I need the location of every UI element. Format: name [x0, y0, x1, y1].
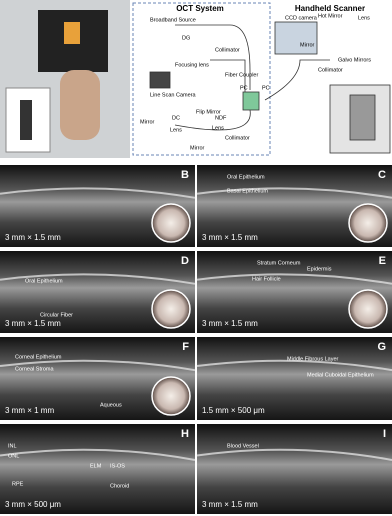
panel-letter: B [181, 169, 189, 181]
scale-label: 3 mm × 500 μm [5, 500, 61, 509]
oct-image [197, 337, 392, 420]
oct-label: Line Scan Camera [150, 92, 196, 98]
tissue-band [0, 448, 196, 461]
scanner-label: Collimator [318, 67, 343, 73]
annotation: Circular Fiber [40, 312, 73, 318]
oct-panel: C 3 mm × 1.5 mm Oral Epithelium Basal Epith… [196, 165, 392, 247]
tissue-band [196, 359, 392, 372]
annotation: Aqueous [100, 402, 122, 408]
tissue-band [0, 187, 196, 199]
scale-label: 3 mm × 1.5 mm [202, 319, 258, 328]
oct-panel: F 3 mm × 1 mm Corneal Epithelium Corneal St… [0, 337, 196, 420]
inset-photo [151, 289, 191, 329]
annotation: IS-OS [110, 463, 125, 469]
panel-letter: E [379, 255, 386, 267]
panel-letter: H [181, 428, 189, 440]
scale-label: 3 mm × 1.5 mm [202, 500, 258, 509]
tissue-band [0, 359, 196, 372]
inset-photo [348, 289, 388, 329]
oct-label: Flip Mirror [196, 109, 221, 115]
oct-image [197, 424, 392, 514]
oct-panel: I 3 mm × 1.5 mm Blood Vessel [196, 424, 392, 514]
oct-label: PC [240, 85, 248, 91]
panel-letter: G [377, 341, 386, 353]
scale-label: 1.5 mm × 500 μm [202, 406, 265, 415]
panel-letter: C [378, 169, 386, 181]
scanner-label: Hot Mirror [318, 13, 343, 19]
oct-label: Lens [212, 125, 224, 131]
annotation: Medial Cuboidal Epithelium [307, 372, 374, 378]
scanner-label: Galvo Mirrors [338, 57, 371, 63]
oct-panel: D 3 mm × 1.5 mm Oral Epithelium Circular Fi… [0, 251, 196, 333]
annotation: Basal Epithelium [227, 188, 268, 194]
oct-image [0, 424, 195, 514]
annotation: Choroid [110, 483, 129, 489]
oct-panel: H 3 mm × 500 μm INL ONL ELM IS-OS RPE Choroid [0, 424, 196, 514]
inset-photo [151, 376, 191, 416]
annotation: Oral Epithelium [25, 278, 63, 284]
scale-label: 3 mm × 1.5 mm [5, 233, 61, 242]
scanner-label: Lens [358, 15, 370, 21]
annotation: Blood Vessel [227, 443, 259, 449]
oct-label: DC [172, 115, 180, 121]
panel-letter: D [181, 255, 189, 267]
optics-lines [149, 21, 391, 154]
oct-label: PC [262, 85, 270, 91]
tissue-band [196, 187, 392, 199]
panel-letter: I [383, 428, 386, 440]
inset-photo [151, 203, 191, 243]
oct-box [132, 2, 271, 156]
inset-photo [348, 203, 388, 243]
annotation: RPE [12, 481, 24, 487]
annotation: Corneal Stroma [15, 366, 54, 372]
oct-label: NDF [215, 115, 227, 121]
oct-label: Mirror [140, 119, 155, 125]
annotation: INL [8, 443, 17, 449]
panel-letter: F [182, 341, 189, 353]
oct-label: Collimator [225, 135, 250, 141]
oct-title: OCT System [176, 4, 224, 13]
annotation: Hair Follicle [252, 276, 281, 282]
scale-label: 3 mm × 1.5 mm [5, 319, 61, 328]
scale-label: 3 mm × 1 mm [5, 406, 54, 415]
annotation: ELM [90, 463, 102, 469]
annotation: Epidermis [307, 266, 332, 272]
oct-label: DG [182, 35, 190, 41]
oct-label: Broadband Source [150, 17, 196, 23]
oct-label: Fiber Coupler [225, 72, 258, 78]
scanner-label: CCD camera [285, 15, 318, 21]
scanner-title: Handheld Scanner [295, 4, 365, 13]
tissue-band [196, 273, 392, 285]
oct-panel: B 3 mm × 1.5 mm [0, 165, 196, 247]
scale-label: 3 mm × 1.5 mm [202, 233, 258, 242]
annotation: Oral Epithelium [227, 174, 265, 180]
tissue-band [196, 448, 392, 461]
tissue-band [0, 273, 196, 285]
annotation: Corneal Epithelium [15, 354, 62, 360]
scanner-label: Mirror [300, 42, 315, 48]
oct-panel: G 1.5 mm × 500 μm Middle Fibrous Layer Medi… [196, 337, 392, 420]
oct-label: Mirror [190, 145, 205, 151]
oct-label: Collimator [215, 47, 240, 53]
separator [0, 160, 392, 162]
oct-label: Focusing lens [175, 62, 209, 68]
oct-label: Lens [170, 127, 182, 133]
oct-panel: E 3 mm × 1.5 mm Stratum Corneum Epidermis Ha… [196, 251, 392, 333]
annotation: ONL [8, 453, 19, 459]
annotation: Middle Fibrous Layer [287, 356, 339, 362]
device-photo [0, 0, 130, 158]
annotation: Stratum Corneum [257, 260, 301, 266]
